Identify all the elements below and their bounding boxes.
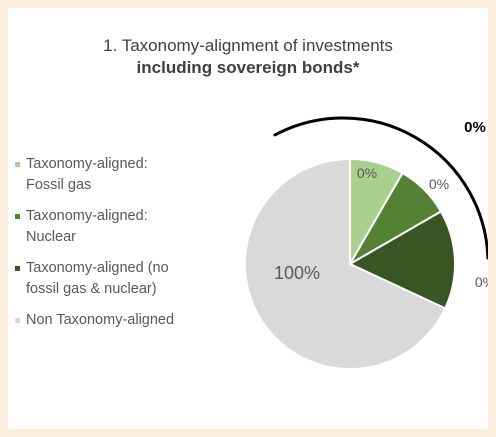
data-label: 100% — [274, 263, 320, 283]
legend-swatch-fossil-gas — [15, 162, 20, 167]
legend-label: Fossil gas — [26, 177, 92, 193]
pie-slice-non-aligned — [244, 157, 447, 370]
pie-chart: 0% 0% 0% 100% 0% — [244, 116, 488, 370]
chart-title: 1. Taxonomy-alignment of investments — [103, 36, 393, 55]
legend-label: Taxonomy-aligned: — [26, 208, 148, 224]
legend-label: Taxonomy-aligned: — [26, 156, 148, 172]
pie-slice-other-aligned — [347, 210, 456, 310]
legend-swatch-other-aligned — [15, 266, 20, 271]
legend-label: fossil gas & nuclear) — [26, 281, 157, 297]
chart-panel: 1. Taxonomy-alignment of investments inc… — [8, 8, 488, 429]
legend-label: Non Taxonomy-aligned — [26, 312, 175, 328]
data-label: 0% — [475, 274, 488, 290]
legend-label: Nuclear — [26, 229, 76, 245]
aligned-total-label: 0% — [464, 119, 486, 136]
chart-subtitle: including sovereign bonds* — [136, 58, 360, 77]
aligned-bracket-arc — [273, 116, 488, 260]
legend-label: Taxonomy-aligned (no — [26, 260, 169, 276]
legend-swatch-non-aligned — [15, 318, 20, 323]
data-label: 0% — [357, 165, 377, 181]
data-label: 0% — [429, 176, 449, 192]
legend-swatch-nuclear — [15, 214, 20, 219]
